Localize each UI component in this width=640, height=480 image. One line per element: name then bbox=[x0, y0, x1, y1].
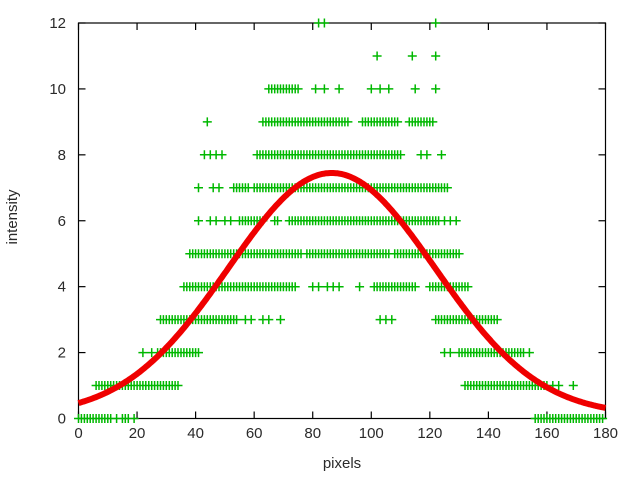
scatter-row-y5 bbox=[185, 249, 464, 259]
x-tick-label: 20 bbox=[129, 425, 146, 442]
scatter-row-y4 bbox=[179, 282, 473, 292]
scatter-row-y3 bbox=[156, 315, 502, 325]
scatter-row-y0 bbox=[74, 414, 608, 423]
x-tick-label: 100 bbox=[359, 425, 384, 442]
x-tick-label: 60 bbox=[246, 425, 263, 442]
y-tick-label: 6 bbox=[58, 213, 66, 230]
y-tick-label: 10 bbox=[49, 81, 66, 98]
fit-curve bbox=[77, 170, 607, 411]
scatter-row-y10 bbox=[264, 84, 441, 94]
scatter-row-y8 bbox=[199, 150, 446, 160]
y-tick-label: 4 bbox=[58, 279, 66, 296]
y-tick-label: 12 bbox=[49, 15, 66, 32]
scatter-series bbox=[74, 18, 608, 423]
scatter-row-y12 bbox=[314, 18, 441, 28]
x-axis-label: pixels bbox=[323, 455, 361, 472]
x-tick-label: 40 bbox=[187, 425, 204, 442]
y-tick-label: 8 bbox=[58, 147, 66, 164]
y-axis-label: intensity bbox=[4, 189, 21, 245]
axis-tick-labels: 0 20 40 60 80 100 120 140 160 180 0 2 4 6 8 10 12 bbox=[49, 15, 618, 442]
scatter-row-y9 bbox=[202, 117, 438, 127]
x-tick-label: 120 bbox=[417, 425, 442, 442]
x-tick-label: 0 bbox=[74, 425, 82, 442]
y-tick-label: 0 bbox=[58, 411, 66, 428]
scatter-row-y7 bbox=[194, 183, 452, 193]
scatter-row-y11 bbox=[372, 51, 441, 61]
y-tick-label: 2 bbox=[58, 345, 66, 362]
x-tick-label: 80 bbox=[304, 425, 321, 442]
x-tick-label: 180 bbox=[593, 425, 618, 442]
x-tick-label: 140 bbox=[476, 425, 501, 442]
x-tick-label: 160 bbox=[534, 425, 559, 442]
